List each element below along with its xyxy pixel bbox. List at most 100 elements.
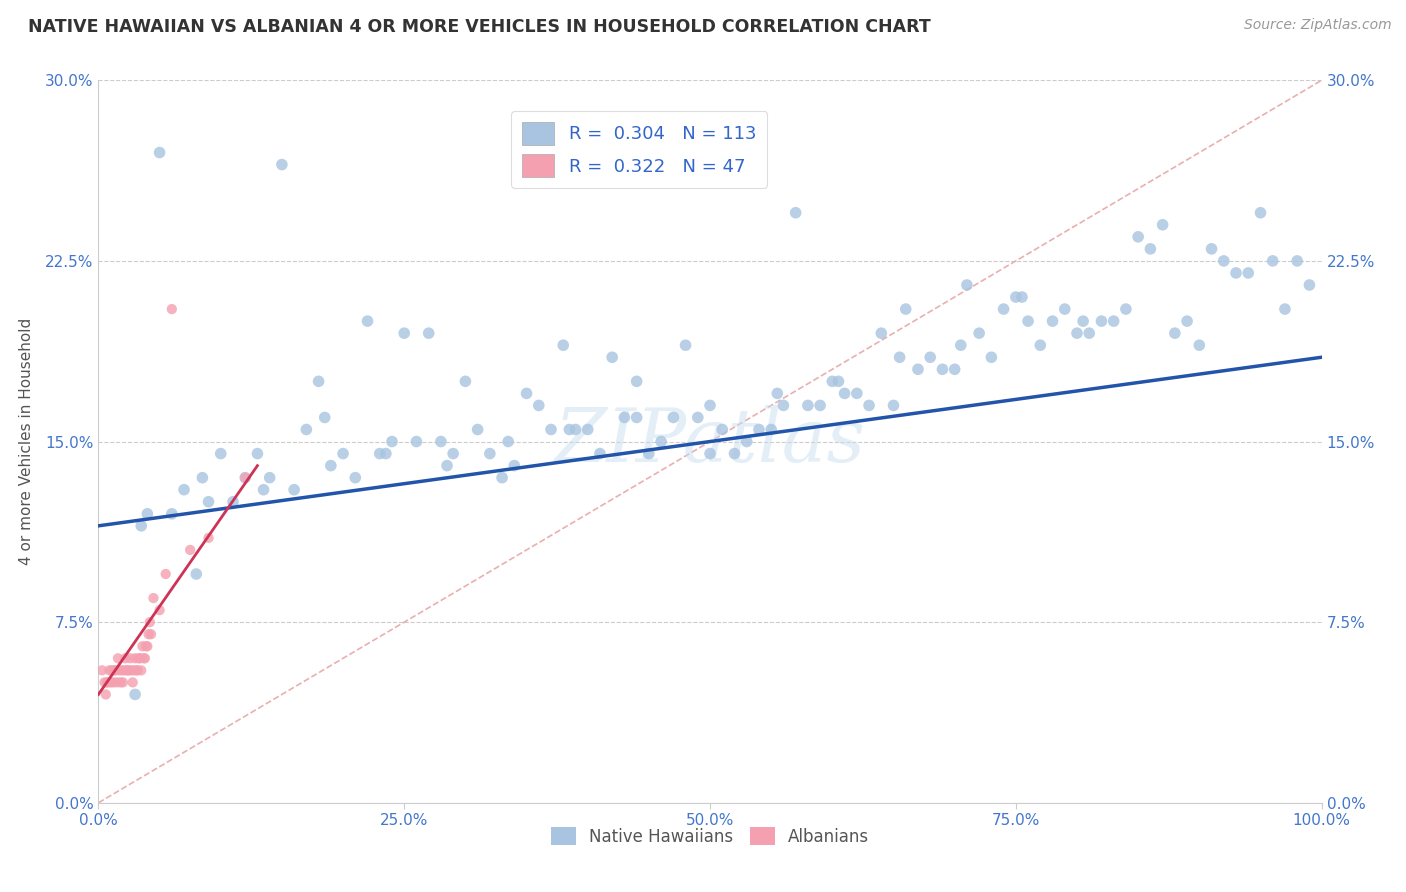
Point xyxy=(252,483,274,497)
Point xyxy=(114,651,136,665)
Point xyxy=(233,471,256,485)
Point xyxy=(1225,266,1247,280)
Point xyxy=(540,423,562,437)
Point xyxy=(138,627,160,641)
Point xyxy=(870,326,893,341)
Point xyxy=(132,651,155,665)
Point xyxy=(270,157,294,171)
Point xyxy=(699,446,721,460)
Point xyxy=(772,398,794,412)
Point xyxy=(259,471,281,485)
Point xyxy=(1212,253,1234,268)
Point xyxy=(319,458,342,473)
Point xyxy=(1078,326,1101,341)
Point xyxy=(827,375,849,389)
Point xyxy=(1071,314,1094,328)
Point xyxy=(405,434,427,449)
Point xyxy=(160,301,183,317)
Point xyxy=(589,446,612,460)
Point xyxy=(191,471,214,485)
Point xyxy=(111,664,134,678)
Point xyxy=(1042,314,1064,328)
Point xyxy=(491,471,513,485)
Text: Source: ZipAtlas.com: Source: ZipAtlas.com xyxy=(1244,18,1392,32)
Point xyxy=(392,326,416,341)
Point xyxy=(516,386,538,401)
Point xyxy=(128,651,150,665)
Point xyxy=(332,446,354,460)
Point xyxy=(650,434,672,449)
Point xyxy=(496,434,519,449)
Point xyxy=(124,687,146,701)
Point xyxy=(100,675,122,690)
Point xyxy=(748,423,770,437)
Point xyxy=(135,639,157,653)
Point xyxy=(1152,218,1174,232)
Point xyxy=(637,446,661,460)
Point xyxy=(121,675,143,690)
Point xyxy=(766,386,789,401)
Point xyxy=(735,434,758,449)
Point xyxy=(600,350,623,364)
Point xyxy=(91,664,114,678)
Point xyxy=(173,483,195,497)
Point xyxy=(430,434,453,449)
Point xyxy=(139,615,162,630)
Point xyxy=(1188,338,1211,352)
Point xyxy=(118,664,141,678)
Point xyxy=(711,423,734,437)
Point xyxy=(1115,301,1137,317)
Point xyxy=(283,483,305,497)
Point xyxy=(1053,301,1076,317)
Point xyxy=(356,314,378,328)
Point xyxy=(467,423,489,437)
Point xyxy=(115,664,138,678)
Point xyxy=(1274,301,1296,317)
Point xyxy=(956,278,979,293)
Point xyxy=(295,423,318,437)
Point xyxy=(834,386,856,401)
Text: NATIVE HAWAIIAN VS ALBANIAN 4 OR MORE VEHICLES IN HOUSEHOLD CORRELATION CHART: NATIVE HAWAIIAN VS ALBANIAN 4 OR MORE VE… xyxy=(28,18,931,36)
Point xyxy=(858,398,880,412)
Point xyxy=(1139,242,1161,256)
Point xyxy=(931,362,953,376)
Point xyxy=(1090,314,1112,328)
Point xyxy=(129,651,152,665)
Point xyxy=(155,567,177,582)
Point xyxy=(179,542,201,557)
Point xyxy=(662,410,685,425)
Point xyxy=(122,664,145,678)
Point xyxy=(149,145,172,160)
Point xyxy=(117,664,139,678)
Point xyxy=(418,326,440,341)
Point xyxy=(98,664,121,678)
Point xyxy=(943,362,966,376)
Point xyxy=(1102,314,1125,328)
Point xyxy=(233,471,256,485)
Point xyxy=(108,664,131,678)
Point xyxy=(1286,253,1309,268)
Point xyxy=(209,446,232,460)
Point xyxy=(131,639,153,653)
Point xyxy=(368,446,391,460)
Point xyxy=(1261,253,1284,268)
Point xyxy=(104,664,127,678)
Point xyxy=(980,350,1002,364)
Point xyxy=(503,458,526,473)
Point xyxy=(675,338,697,352)
Point xyxy=(1017,314,1039,328)
Point xyxy=(160,507,183,521)
Point xyxy=(101,664,124,678)
Point xyxy=(314,410,336,425)
Point xyxy=(1029,338,1052,352)
Point xyxy=(120,651,142,665)
Point xyxy=(125,664,148,678)
Point xyxy=(142,591,165,606)
Point xyxy=(105,675,128,690)
Point xyxy=(111,675,134,690)
Point xyxy=(134,651,156,665)
Point xyxy=(967,326,990,341)
Point xyxy=(785,205,807,219)
Point xyxy=(1237,266,1260,280)
Point xyxy=(993,301,1015,317)
